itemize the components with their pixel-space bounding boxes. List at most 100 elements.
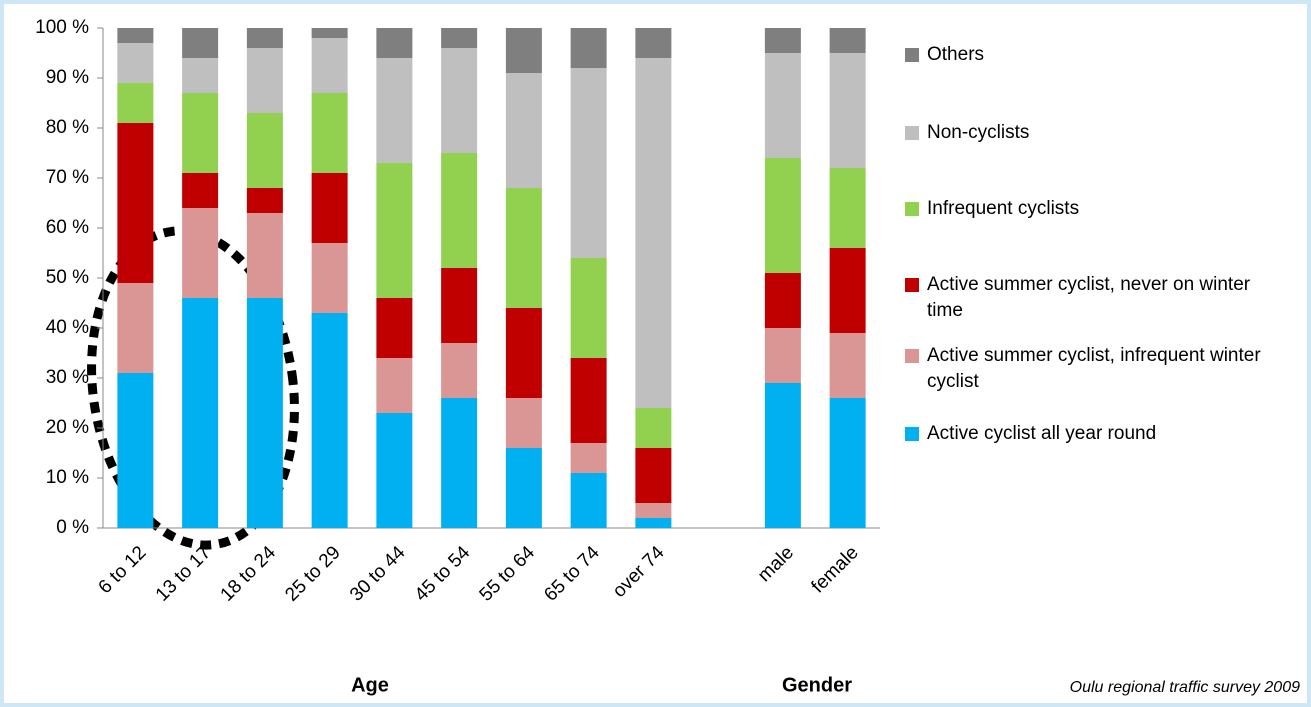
bar-segment <box>182 93 219 173</box>
bar-segment <box>570 68 607 258</box>
bar-segment <box>441 28 478 48</box>
bar-segment <box>764 158 801 273</box>
y-tick-label: 40 % <box>46 317 89 338</box>
bar-segment <box>635 448 672 503</box>
bar-segment <box>376 163 413 298</box>
legend-item: Non-cyclists <box>905 120 1287 146</box>
y-tick-label: 0 % <box>56 517 89 538</box>
highlight-ellipse <box>87 226 299 550</box>
legend-swatch <box>905 48 919 62</box>
x-tick-label: male <box>754 542 798 586</box>
x-tick-label: 55 to 64 <box>476 542 540 606</box>
bar-segment <box>764 53 801 158</box>
bar-segment <box>182 298 219 528</box>
group-label: Gender <box>782 674 852 696</box>
bar-segment <box>764 383 801 528</box>
x-tick-label: female <box>808 542 863 597</box>
legend-swatch <box>905 202 919 216</box>
bar-segment <box>246 298 283 528</box>
bar-segment <box>570 473 607 528</box>
bar-segment <box>829 53 866 168</box>
bar-segment <box>117 28 154 43</box>
source-note: Oulu regional traffic survey 2009 <box>1070 679 1300 696</box>
bar-segment <box>117 43 154 83</box>
legend-swatch <box>905 349 919 363</box>
bar-segment <box>505 448 542 528</box>
y-tick-label: 30 % <box>46 367 89 388</box>
x-tick-label: 13 to 17 <box>152 542 215 605</box>
bar-segment <box>764 328 801 383</box>
legend-label: Active summer cyclist, never on winter t… <box>927 274 1251 321</box>
bar-segment <box>570 28 607 68</box>
y-tick-label: 80 % <box>46 117 89 138</box>
bar-segment <box>635 518 672 528</box>
bar-segment <box>635 408 672 448</box>
bar-segment <box>505 188 542 308</box>
bar-segment <box>505 28 542 73</box>
y-tick-label: 10 % <box>46 467 89 488</box>
bar-segment <box>829 248 866 333</box>
bar-segment <box>182 173 219 208</box>
x-tick-label: 65 to 74 <box>540 542 604 606</box>
x-tick-label: 18 to 24 <box>217 542 281 606</box>
bar-segment <box>635 503 672 518</box>
bar-segment <box>505 308 542 398</box>
bar-segment <box>246 188 283 213</box>
bar-segment <box>311 173 348 243</box>
bar-segment <box>505 73 542 188</box>
bar-segment <box>376 413 413 528</box>
legend-swatch <box>905 427 919 441</box>
legend-item: Active summer cyclist, infrequent winter… <box>905 343 1287 395</box>
x-tick-label: 6 to 12 <box>95 542 151 598</box>
y-tick-label: 90 % <box>46 67 89 88</box>
bar-segment <box>570 443 607 473</box>
bar-segment <box>764 28 801 53</box>
legend-swatch <box>905 126 919 140</box>
bar-segment <box>182 208 219 298</box>
bar-segment <box>635 58 672 408</box>
x-tick-label: over 74 <box>609 542 669 602</box>
bar-segment <box>376 28 413 58</box>
bar-segment <box>829 398 866 528</box>
bar-segment <box>117 283 154 373</box>
bar-segment <box>117 83 154 123</box>
group-label: Age <box>351 674 389 696</box>
bar-segment <box>117 123 154 283</box>
bar-segment <box>829 333 866 398</box>
bar-segment <box>311 93 348 173</box>
bar-segment <box>441 343 478 398</box>
x-tick-label: 45 to 54 <box>411 542 475 606</box>
bar-segment <box>570 358 607 443</box>
y-tick-label: 20 % <box>46 417 89 438</box>
bar-segment <box>764 273 801 328</box>
bar-segment <box>441 153 478 268</box>
bar-segment <box>829 168 866 248</box>
legend-label: Others <box>927 44 985 65</box>
bar-segment <box>635 28 672 58</box>
bar-segment <box>570 258 607 358</box>
bar-segment <box>441 48 478 153</box>
legend-label: Active cyclist all year round <box>927 423 1157 444</box>
legend-label: Non-cyclists <box>927 122 1030 143</box>
bar-segment <box>829 28 866 53</box>
bar-segment <box>311 28 348 38</box>
x-tick-label: 25 to 29 <box>281 542 344 605</box>
bar-segment <box>117 373 154 528</box>
bar-segment <box>311 313 348 528</box>
bar-segment <box>246 213 283 298</box>
bar-segment <box>246 28 283 48</box>
bar-segment <box>376 358 413 413</box>
x-tick-label: 30 to 44 <box>346 542 410 606</box>
bar-segment <box>505 398 542 448</box>
legend-item: Active cyclist all year round <box>905 421 1287 447</box>
legend-label: Active summer cyclist, infrequent winter… <box>927 345 1261 392</box>
bar-segment <box>246 113 283 188</box>
legend-item: Infrequent cyclists <box>905 196 1287 222</box>
bar-segment <box>441 268 478 343</box>
bar-segment <box>246 48 283 113</box>
y-tick-label: 100 % <box>35 17 89 38</box>
bar-segment <box>376 58 413 163</box>
bar-segment <box>441 398 478 528</box>
